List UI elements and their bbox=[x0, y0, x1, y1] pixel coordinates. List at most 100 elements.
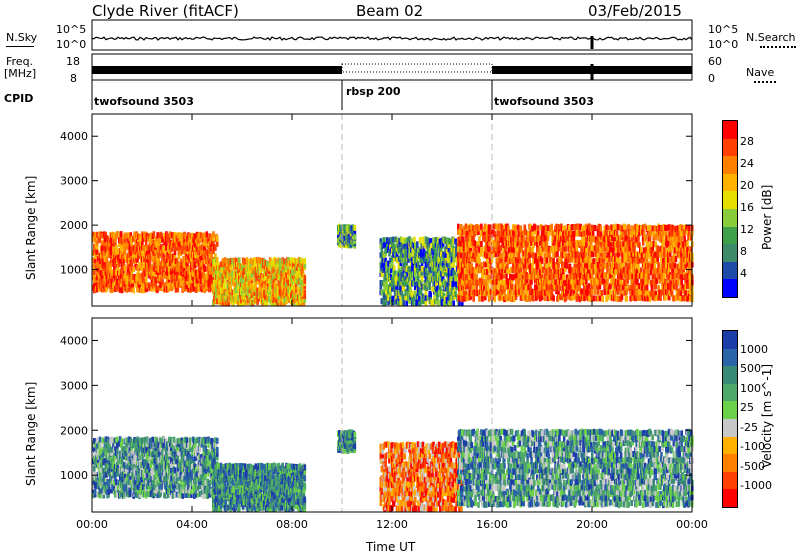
echo-cell bbox=[385, 284, 388, 291]
echo-cell bbox=[479, 277, 482, 284]
echo-cell bbox=[205, 241, 209, 248]
echo-cell bbox=[445, 247, 449, 254]
echo-cell bbox=[119, 245, 123, 252]
echo-cell bbox=[499, 236, 502, 243]
echo-cell bbox=[383, 242, 386, 249]
echo-cell bbox=[192, 274, 195, 281]
echo-cell bbox=[162, 251, 165, 258]
echo-cell bbox=[556, 273, 559, 280]
echo-cell bbox=[123, 248, 127, 255]
echo-cell bbox=[393, 270, 397, 277]
colorbar-tick-label: 12 bbox=[740, 223, 754, 236]
echo-cell bbox=[110, 245, 113, 252]
echo-cell bbox=[470, 251, 474, 258]
echo-cell bbox=[439, 279, 442, 286]
echo-cell bbox=[414, 290, 417, 297]
echo-cell bbox=[181, 277, 184, 284]
echo-cell bbox=[461, 257, 465, 264]
echo-cell bbox=[168, 253, 172, 259]
echo-cell bbox=[389, 290, 392, 297]
echo-cell bbox=[447, 280, 451, 287]
echo-cell bbox=[494, 251, 498, 257]
echo-cell bbox=[573, 230, 577, 237]
echo-cell bbox=[379, 238, 383, 245]
echo-cell bbox=[195, 277, 199, 284]
echo-cell bbox=[155, 241, 159, 248]
echo-cell bbox=[593, 288, 597, 295]
echo-cell bbox=[485, 256, 489, 263]
echo-cell bbox=[420, 283, 424, 290]
echo-cell bbox=[469, 283, 473, 290]
echo-cell bbox=[188, 256, 191, 263]
echo-cell bbox=[136, 265, 139, 271]
echo-cell bbox=[488, 274, 492, 281]
echo-cell bbox=[402, 300, 406, 306]
echo-cell bbox=[380, 271, 384, 278]
echo-cell bbox=[301, 282, 305, 289]
echo-cell bbox=[524, 284, 527, 291]
echo-cell bbox=[190, 281, 193, 288]
echo-cell bbox=[516, 262, 520, 269]
echo-cell bbox=[562, 239, 565, 246]
echo-cell bbox=[223, 257, 227, 264]
echo-cell bbox=[143, 256, 146, 263]
echo-cell bbox=[409, 285, 412, 292]
echo-cell bbox=[242, 269, 246, 276]
echo-cell bbox=[511, 274, 515, 281]
echo-cell bbox=[444, 252, 448, 258]
echo-cell bbox=[522, 241, 526, 248]
echo-cell bbox=[100, 261, 104, 268]
echo-cell bbox=[502, 247, 505, 254]
echo-cell bbox=[415, 251, 418, 258]
echo-cell bbox=[431, 286, 434, 293]
echo-cell bbox=[583, 295, 586, 302]
echo-cell bbox=[109, 264, 112, 271]
echo-cell bbox=[149, 232, 153, 239]
echo-cell bbox=[523, 262, 527, 269]
echo-cell bbox=[464, 283, 468, 290]
echo-cell bbox=[212, 240, 215, 247]
echo-cell bbox=[481, 295, 484, 302]
freq-tick-top: 18 bbox=[66, 55, 80, 68]
echo-cell bbox=[553, 262, 556, 269]
echo-cell bbox=[483, 261, 486, 268]
echo-cell bbox=[268, 283, 272, 290]
echo-cell bbox=[516, 235, 520, 242]
echo-cell bbox=[112, 261, 115, 267]
echo-cell bbox=[399, 299, 403, 306]
echo-cell bbox=[585, 268, 588, 275]
echo-cell bbox=[554, 241, 557, 248]
echo-cell bbox=[546, 295, 550, 302]
echo-cell bbox=[416, 274, 420, 281]
echo-cell bbox=[193, 237, 196, 244]
echo-cell bbox=[499, 261, 502, 268]
nsearch-tick-bottom: 10^0 bbox=[708, 38, 739, 51]
echo-cell bbox=[587, 267, 590, 274]
echo-cell bbox=[509, 229, 512, 236]
echo-cell bbox=[549, 268, 553, 275]
echo-cell bbox=[93, 272, 96, 279]
echo-cell bbox=[267, 273, 271, 280]
echo-cell bbox=[507, 283, 510, 289]
echo-cell bbox=[475, 284, 478, 291]
echo-cell bbox=[401, 280, 405, 287]
echo-cell bbox=[554, 251, 557, 258]
echo-cell bbox=[480, 223, 483, 230]
echo-cell bbox=[593, 225, 597, 231]
echo-cell bbox=[528, 273, 531, 280]
echo-cell bbox=[429, 291, 432, 298]
echo-cell bbox=[488, 224, 492, 231]
echo-cell bbox=[424, 266, 428, 273]
echo-cell bbox=[552, 295, 555, 302]
echo-cell bbox=[573, 261, 577, 268]
echo-cell bbox=[433, 241, 436, 248]
echo-cell bbox=[157, 270, 160, 277]
echo-cell bbox=[175, 241, 179, 248]
echo-cell bbox=[483, 229, 486, 236]
echo-cell bbox=[250, 292, 254, 299]
echo-cell bbox=[126, 269, 130, 276]
echo-cell bbox=[165, 240, 168, 247]
nsky-tick-top: 10^5 bbox=[56, 23, 87, 36]
echo-cell bbox=[385, 294, 388, 301]
nave-legend-line bbox=[754, 81, 776, 83]
